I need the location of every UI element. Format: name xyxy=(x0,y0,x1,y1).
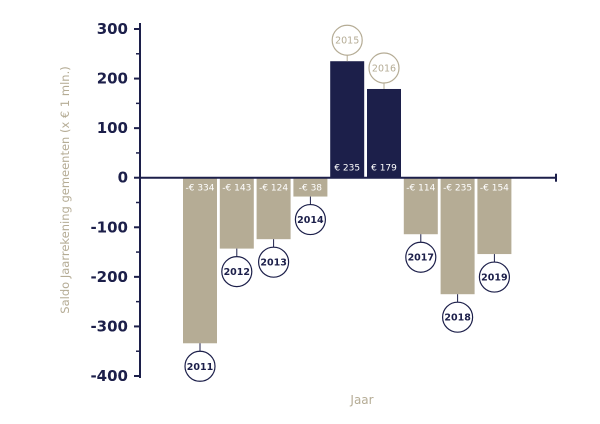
y-tick-label: 300 xyxy=(97,20,128,38)
year-bubble xyxy=(368,52,400,84)
bar-2015 xyxy=(330,61,365,178)
year-label-2017: 2017 xyxy=(408,253,434,264)
year-label-2019: 2019 xyxy=(481,273,507,284)
data-label-2011: -€ 334 xyxy=(185,184,214,194)
year-bubble xyxy=(405,241,437,273)
axes xyxy=(139,23,557,378)
year-bubble xyxy=(258,246,290,278)
year-bubble xyxy=(294,203,326,236)
y-tick-label: -400 xyxy=(90,367,128,385)
y-tick-label: -200 xyxy=(90,268,128,286)
y-tick-label: -100 xyxy=(90,218,128,236)
bar-2019 xyxy=(477,177,512,255)
y-axis-ticks: 300 200 100 0 -100 -200 -300 -400 xyxy=(90,20,140,385)
data-label-2017: -€ 114 xyxy=(406,184,435,194)
bar-2016 xyxy=(367,88,401,178)
year-bubble xyxy=(221,256,253,288)
y-axis-title: Saldo Jaarrekening gemeenten (x € 1 mln.… xyxy=(58,66,72,313)
data-label-2018: -€ 235 xyxy=(443,184,472,194)
year-label-2016: 2016 xyxy=(372,63,396,74)
data-label-2012: -€ 143 xyxy=(222,184,251,194)
y-tick-label: 0 xyxy=(118,169,128,187)
y-tick-label: 100 xyxy=(97,119,128,137)
data-labels: -€ 334 -€ 143 -€ 124 -€ 38€ 235 € 179-€ 114-… xyxy=(185,164,509,194)
data-label-2013: -€ 124 xyxy=(259,184,288,194)
data-label-2016: € 179 xyxy=(371,164,397,174)
year-label-2011: 2011 xyxy=(187,362,213,373)
year-bubble xyxy=(478,261,510,293)
x-axis-title: Jaar xyxy=(349,393,373,407)
year-label-2013: 2013 xyxy=(260,258,286,269)
bar-2014 xyxy=(293,177,328,197)
bar-2017 xyxy=(403,177,438,235)
year-label-2015: 2015 xyxy=(335,36,359,47)
year-bubble xyxy=(442,301,474,333)
year-label-2014: 2014 xyxy=(297,215,324,226)
year-bubble xyxy=(331,24,363,56)
bar-2012 xyxy=(219,177,254,249)
bars xyxy=(183,61,512,344)
data-label-2015: € 235 xyxy=(334,164,360,174)
y-tick-label: -300 xyxy=(90,317,128,335)
bar-2018 xyxy=(440,177,475,295)
year-labels: 2011 2012 2013 2014 2015 2016 2017 2018 2019 xyxy=(184,24,510,382)
year-bubble xyxy=(184,350,216,382)
bar-2011 xyxy=(183,177,217,344)
y-tick-label: 200 xyxy=(97,70,128,88)
bar-2013 xyxy=(256,177,291,240)
year-label-2018: 2018 xyxy=(444,313,471,324)
data-label-2014: -€ 38 xyxy=(299,184,323,194)
year-label-2012: 2012 xyxy=(224,267,250,278)
data-label-2019: -€ 154 xyxy=(480,184,509,194)
